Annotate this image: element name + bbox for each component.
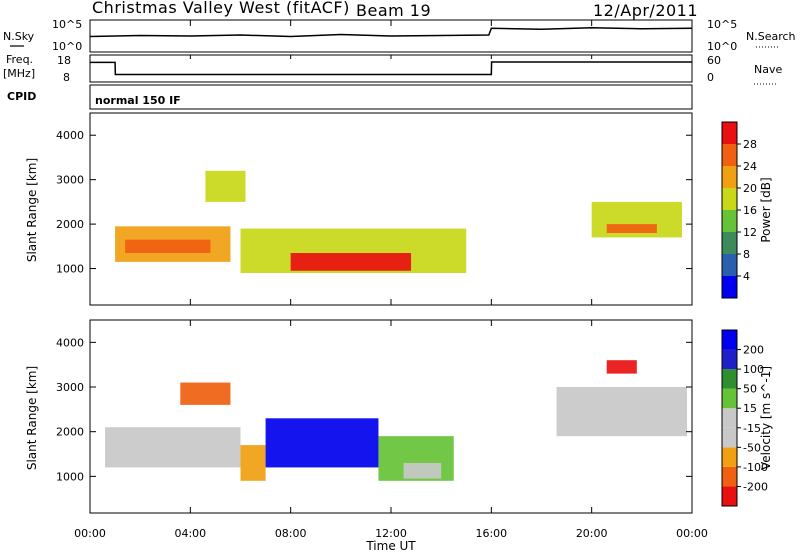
- velocity-colorbar-tick-label-2: 50: [743, 383, 757, 396]
- velocity-region-5: [403, 462, 442, 479]
- noise-right-label: N.Search: [746, 30, 796, 43]
- freq-line: [90, 61, 692, 76]
- x-tick-label-3: 12:00: [375, 527, 407, 540]
- x-tick-label-5: 20:00: [576, 527, 608, 540]
- velocity-colorbar-swatch-2: [722, 447, 737, 467]
- noise-left-tick-top: 10^5: [52, 18, 82, 31]
- power-region-3: [290, 253, 412, 271]
- nave-tick-bottom: 0: [707, 71, 714, 84]
- velocity-colorbar-tick-label-7: -200: [743, 480, 768, 493]
- power-colorbar-swatch-2: [722, 232, 737, 254]
- power-colorbar-swatch-6: [722, 144, 737, 166]
- noise-series: [89, 26, 693, 38]
- velocity-colorbar-tick-label-5: -50: [743, 441, 761, 454]
- power-colorbar-swatch-7: [722, 122, 737, 144]
- velocity-colorbar-swatch-7: [722, 349, 737, 370]
- velocity-ytick-label-0: 4000: [56, 336, 84, 349]
- velocity-region-3: [265, 418, 379, 468]
- velocity-region-0: [105, 427, 241, 468]
- power-region-1: [125, 239, 211, 253]
- freq-label-line1: Freq.: [6, 53, 33, 66]
- power-colorbar-tick-label-1: 24: [743, 160, 757, 173]
- velocity-colorbar-swatch-5: [722, 388, 737, 409]
- velocity-ytick-label-2: 2000: [56, 426, 84, 439]
- x-axis-label: Time UT: [365, 539, 416, 553]
- power-ytick-label-2: 2000: [56, 218, 84, 231]
- velocity-colorbar-tick-label-0: 200: [743, 344, 764, 357]
- velocity-region-1: [180, 382, 231, 405]
- power-colorbar-frame: [721, 121, 738, 299]
- velocity-region-2: [240, 445, 266, 481]
- power-ytick-label-3: 1000: [56, 263, 84, 276]
- power-ylabel: Slant Range [km]: [25, 158, 39, 262]
- velocity-heatmap: [105, 360, 687, 481]
- power-colorbar-swatch-5: [722, 166, 737, 188]
- power-colorbar-swatch-3: [722, 210, 737, 232]
- freq-label-line2: [MHz]: [3, 67, 35, 80]
- x-tick-label-2: 08:00: [275, 527, 307, 540]
- freq-panel-frame: [89, 54, 693, 83]
- velocity-region-6: [556, 387, 687, 437]
- noise-right-tick-top: 10^5: [707, 18, 737, 31]
- velocity-colorbar-tick-label-1: 100: [743, 363, 764, 376]
- velocity-region-7: [606, 360, 637, 374]
- cpid-panel-frame: [89, 84, 693, 110]
- freq-tick-bottom: 8: [63, 71, 70, 84]
- power-ytick-label-0: 4000: [56, 129, 84, 142]
- velocity-colorbar-swatch-3: [722, 427, 737, 448]
- power-colorbar-swatch-4: [722, 188, 737, 210]
- power-region-4: [205, 170, 246, 202]
- velocity-ytick-label-1: 3000: [56, 381, 84, 394]
- velocity-colorbar-swatch-4: [722, 408, 737, 428]
- power-ytick-label-1: 3000: [56, 174, 84, 187]
- noise-left-label: N.Sky: [3, 30, 35, 43]
- velocity-ylabel: Slant Range [km]: [25, 366, 39, 470]
- power-colorbar-tick-label-5: 8: [743, 248, 750, 261]
- cpid-label: CPID: [7, 90, 36, 103]
- x-axis-ticks: 00:00 04:00 08:00 12:00 16:00 20:00 00:00: [74, 20, 708, 540]
- beam-title: Beam 19: [356, 1, 431, 20]
- power-colorbar-tick-label-3: 16: [743, 204, 757, 217]
- power-colorbar-tick-label-6: 4: [743, 270, 750, 283]
- velocity-colorbar-label: Velocity [m s^-1]: [759, 366, 773, 470]
- velocity-colorbar-swatch-6: [722, 369, 737, 389]
- power-yticks: 4000 3000 2000 1000: [56, 129, 692, 276]
- velocity-colorbar-tick-label-6: -100: [743, 461, 768, 474]
- cpid-text: normal 150 IF: [95, 94, 181, 107]
- velocity-colorbar-swatch-0: [722, 486, 737, 506]
- nave-label: Nave: [754, 63, 782, 76]
- nave-tick-top: 60: [707, 54, 721, 67]
- velocity-colorbar-tick-label-3: 15: [743, 402, 757, 415]
- power-colorbar-tick-label-2: 20: [743, 182, 757, 195]
- x-tick-label-0: 00:00: [74, 527, 106, 540]
- power-heatmap: [115, 170, 682, 273]
- power-region-6: [606, 224, 657, 233]
- noise-line: [89, 26, 693, 38]
- velocity-colorbar-tick-label-4: -15: [743, 422, 761, 435]
- x-tick-label-6: 00:00: [676, 527, 708, 540]
- power-colorbar: 28 24 20 16 12 8 4: [722, 122, 757, 298]
- x-tick-label-4: 16:00: [475, 527, 507, 540]
- velocity-colorbar-swatch-1: [722, 466, 737, 487]
- power-colorbar-tick-label-0: 28: [743, 138, 757, 151]
- power-colorbar-tick-label-4: 12: [743, 226, 757, 239]
- station-title: Christmas Valley West (fitACF): [92, 0, 350, 17]
- velocity-colorbar: 200 100 50 15 -15 -50 -100 -200: [722, 330, 768, 506]
- x-tick-label-1: 04:00: [174, 527, 206, 540]
- velocity-colorbar-frame: [721, 329, 738, 507]
- freq-tick-top: 18: [57, 54, 71, 67]
- power-colorbar-label: Power [dB]: [759, 177, 773, 242]
- velocity-yticks: 4000 3000 2000 1000: [56, 336, 692, 483]
- noise-left-tick-bottom: 10^0: [52, 40, 82, 53]
- velocity-ytick-label-3: 1000: [56, 470, 84, 483]
- power-colorbar-swatch-0: [722, 276, 737, 298]
- freq-series: [90, 61, 692, 76]
- power-colorbar-swatch-1: [722, 254, 737, 276]
- velocity-colorbar-swatch-8: [722, 330, 737, 350]
- noise-right-tick-bottom: 10^0: [707, 40, 737, 53]
- date-title: 12/Apr/2011: [593, 1, 698, 20]
